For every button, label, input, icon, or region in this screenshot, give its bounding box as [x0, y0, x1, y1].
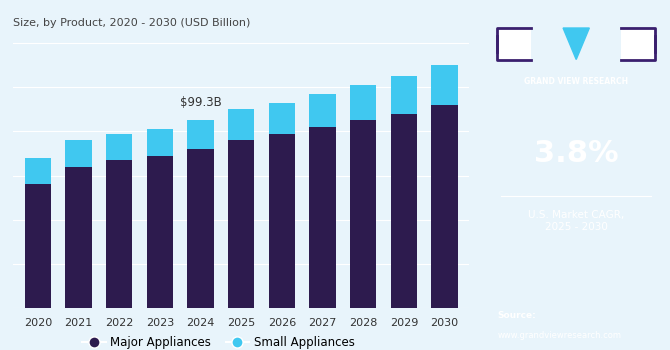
Bar [310, 127, 336, 308]
Text: $99.3B: $99.3B [180, 96, 221, 109]
Bar [269, 134, 295, 308]
Bar [431, 105, 458, 308]
Text: GRAND VIEW RESEARCH: GRAND VIEW RESEARCH [524, 77, 628, 86]
Polygon shape [563, 28, 590, 60]
Bar [65, 140, 92, 167]
FancyBboxPatch shape [497, 28, 531, 60]
Text: U.S. Market CAGR,
2025 - 2030: U.S. Market CAGR, 2025 - 2030 [528, 210, 624, 232]
Bar [431, 65, 458, 105]
Text: www.grandviewresearch.com: www.grandviewresearch.com [497, 330, 621, 340]
Text: 3.8%: 3.8% [534, 140, 618, 168]
Legend: Major Appliances, Small Appliances: Major Appliances, Small Appliances [78, 331, 359, 350]
Bar [391, 76, 417, 114]
Bar [350, 120, 377, 308]
Bar [228, 109, 255, 140]
Bar [350, 85, 377, 120]
Text: Size, by Product, 2020 - 2030 (USD Billion): Size, by Product, 2020 - 2030 (USD Billi… [13, 18, 251, 28]
Bar [188, 120, 214, 149]
Bar [391, 114, 417, 308]
FancyBboxPatch shape [621, 28, 655, 60]
Bar [106, 160, 133, 308]
Bar [106, 134, 133, 160]
Bar [25, 158, 51, 184]
Bar [147, 156, 173, 308]
Bar [188, 149, 214, 308]
Bar [269, 103, 295, 134]
Bar [228, 140, 255, 308]
Bar [65, 167, 92, 308]
Bar [25, 184, 51, 308]
Text: Source:: Source: [497, 311, 536, 320]
Bar [147, 129, 173, 156]
Bar [310, 94, 336, 127]
